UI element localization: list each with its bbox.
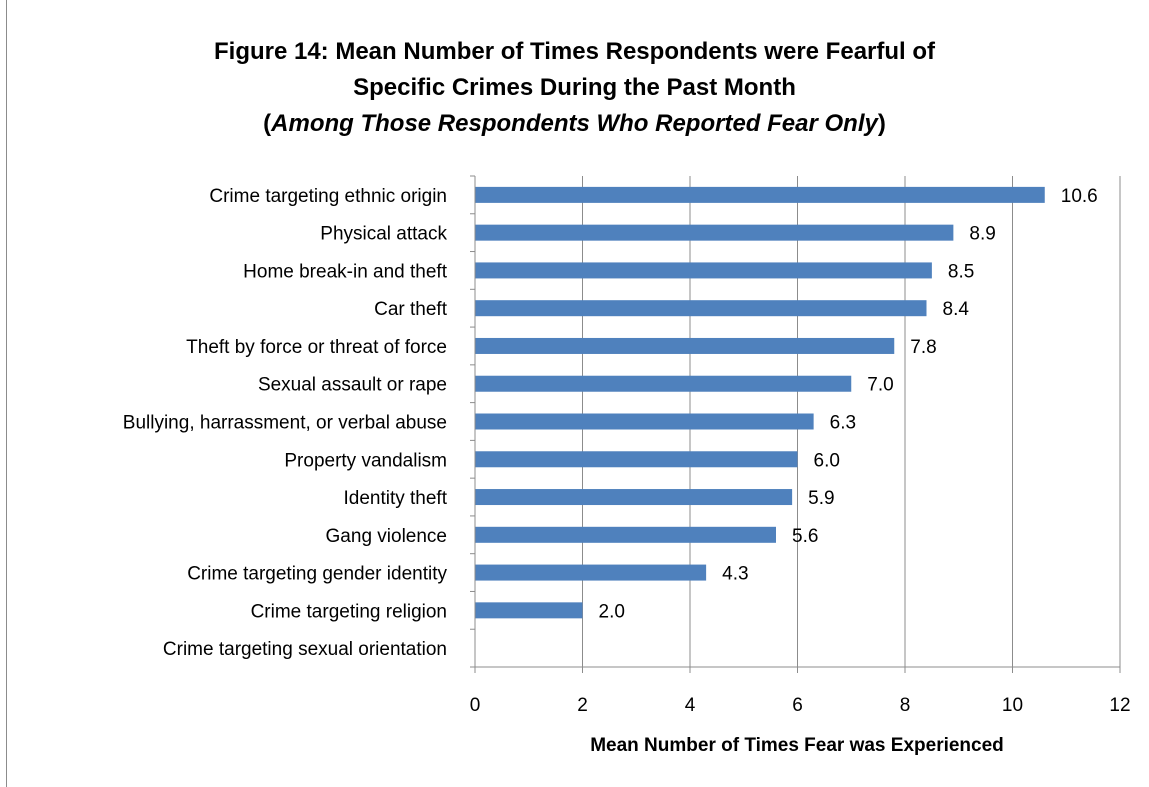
category-label: Sexual assault or rape — [258, 375, 447, 396]
x-tick-label: 6 — [792, 695, 803, 716]
category-label: Car theft — [374, 299, 448, 320]
x-axis-title: Mean Number of Times Fear was Experience… — [590, 735, 1004, 756]
category-label: Crime targeting gender identity — [187, 564, 447, 585]
data-label: 8.5 — [948, 261, 974, 282]
data-label: 8.4 — [943, 299, 970, 320]
x-tick-label: 0 — [470, 695, 481, 716]
subtitle-open-paren: ( — [263, 110, 272, 137]
category-label: Crime targeting sexual orientation — [163, 639, 447, 660]
data-label: 10.6 — [1061, 186, 1098, 207]
bar — [475, 375, 852, 392]
data-label: 6.3 — [830, 413, 856, 434]
bar — [475, 526, 776, 543]
data-label: 7.8 — [910, 337, 936, 358]
category-label: Crime targeting ethnic origin — [209, 186, 447, 207]
x-tick-label: 12 — [1109, 695, 1130, 716]
bar — [475, 451, 798, 468]
bar — [475, 564, 707, 581]
data-label: 7.0 — [867, 375, 893, 396]
category-label: Identity theft — [343, 488, 447, 509]
bar — [475, 602, 583, 619]
bar — [475, 186, 1045, 203]
category-label: Physical attack — [320, 224, 447, 245]
category-label: Gang violence — [326, 526, 447, 547]
data-label: 5.6 — [792, 526, 818, 547]
x-tick-label: 8 — [900, 695, 911, 716]
data-label: 2.0 — [599, 601, 625, 622]
x-tick-label: 4 — [685, 695, 696, 716]
category-label: Theft by force or threat of force — [186, 337, 447, 358]
data-label: 8.9 — [969, 224, 995, 245]
chart-title-line-1: Figure 14: Mean Number of Times Responde… — [213, 38, 936, 65]
bar — [475, 337, 895, 354]
bar — [475, 262, 932, 279]
x-tick-label: 2 — [577, 695, 588, 716]
bar — [475, 300, 927, 317]
chart-frame — [6, 0, 1149, 787]
x-tick-label: 10 — [1002, 695, 1023, 716]
subtitle-close-paren: ) — [877, 110, 886, 137]
bar — [475, 489, 793, 506]
category-label: Property vandalism — [284, 450, 447, 471]
category-label: Crime targeting religion — [251, 601, 447, 622]
chart-title-line-2: Specific Crimes During the Past Month — [353, 74, 796, 101]
category-label: Bullying, harrassment, or verbal abuse — [123, 413, 447, 434]
bar — [475, 413, 814, 430]
subtitle-italic-text: Among Those Respondents Who Reported Fea… — [271, 110, 878, 137]
category-label: Home break-in and theft — [243, 261, 448, 282]
data-label: 6.0 — [814, 450, 840, 471]
bar — [475, 224, 954, 241]
data-label: 4.3 — [722, 564, 748, 585]
chart-subtitle: (Among Those Respondents Who Reported Fe… — [0, 106, 1149, 142]
data-label: 5.9 — [808, 488, 834, 509]
